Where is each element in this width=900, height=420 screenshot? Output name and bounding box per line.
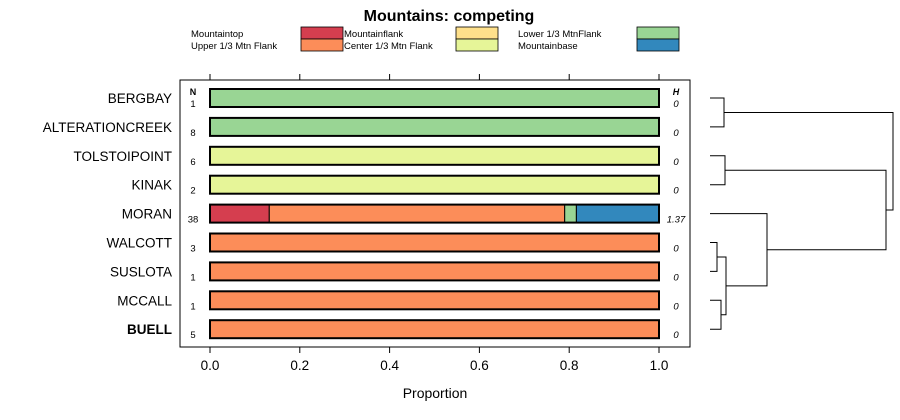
- bar-outline: [209, 290, 660, 311]
- legend-swatch: [300, 38, 344, 52]
- h-value: 0: [673, 330, 679, 341]
- n-value: 8: [190, 128, 195, 139]
- bar-row: MCCALL 1 0: [117, 290, 679, 312]
- category-label: SUSLOTA: [110, 264, 172, 279]
- bar-row: ALTERATIONCREEK 8 0: [43, 116, 679, 139]
- n-header: N: [190, 87, 197, 97]
- bar-segment: [209, 319, 660, 339]
- bar-row: BERGBAY 1 0: [108, 88, 679, 110]
- dendrogram-branch: [724, 111, 894, 211]
- bar-row: KINAK 2 0: [131, 174, 679, 197]
- n-value: 5: [190, 330, 195, 341]
- bar-outline: [209, 319, 660, 340]
- dendrogram-branch: [710, 213, 768, 287]
- h-value: 0: [673, 272, 679, 283]
- h-header: H: [673, 87, 680, 97]
- x-tick-label: 0.6: [470, 358, 489, 373]
- legend-label: Mountainbase: [518, 41, 578, 52]
- category-label: MORAN: [122, 207, 172, 222]
- category-label: KINAK: [131, 178, 172, 193]
- n-value: 1: [190, 301, 195, 312]
- h-value: 0: [673, 186, 679, 197]
- dendrogram: [710, 97, 894, 330]
- bar-segment: [209, 233, 660, 252]
- dendrogram-branch: [710, 155, 726, 186]
- bar-row: SUSLOTA 1 0: [110, 261, 679, 283]
- legend-label: Mountaintop: [191, 29, 243, 40]
- bar-outline: [209, 88, 660, 108]
- n-value: 38: [188, 215, 199, 226]
- category-label: TOLSTOIPOINT: [73, 149, 172, 164]
- legend-swatch: [455, 26, 499, 40]
- legend-label: Upper 1/3 Mtn Flank: [191, 41, 277, 52]
- chart-title: Mountains: competing: [364, 8, 535, 25]
- category-label: ALTERATIONCREEK: [43, 120, 172, 135]
- x-tick-label: 0.2: [290, 358, 309, 373]
- h-value: 0: [673, 244, 679, 255]
- h-value: 0: [673, 301, 679, 312]
- h-value: 0: [673, 99, 679, 110]
- bar-segment: [209, 146, 660, 166]
- bar-outline: [209, 116, 660, 137]
- bar-outline: [209, 145, 660, 166]
- x-tick-label: 1.0: [650, 358, 669, 373]
- dendrogram-branch: [710, 97, 725, 128]
- legend-swatch: [636, 38, 680, 52]
- n-value: 1: [190, 99, 195, 110]
- x-axis-label: Proportion: [403, 385, 468, 401]
- bar-segment: [209, 117, 660, 137]
- bar-outline: [209, 232, 660, 253]
- legend-label: Lower 1/3 MtnFlank: [518, 29, 602, 40]
- h-value: 1.37: [667, 215, 686, 226]
- bar-outline: [209, 174, 660, 195]
- category-label: BERGBAY: [108, 91, 172, 106]
- bar-segment: [209, 88, 660, 108]
- dendrogram-branch: [710, 299, 722, 330]
- bar-outline: [209, 203, 660, 224]
- bar-segment: [209, 175, 660, 195]
- x-tick-label: 0.0: [201, 358, 220, 373]
- h-value: 0: [673, 128, 679, 139]
- bar-segment: [209, 204, 270, 224]
- bar-segment: [575, 204, 660, 224]
- plot-frame: [179, 79, 691, 348]
- bar-segment: [268, 204, 566, 224]
- bar-outline: [209, 261, 660, 282]
- n-value: 6: [190, 157, 195, 168]
- x-tick-label: 0.8: [560, 358, 579, 373]
- x-axis: 0.0 0.2 0.4 0.6 0.8 1.0: [201, 74, 669, 373]
- x-tick-label: 0.4: [380, 358, 399, 373]
- category-label: MCCALL: [117, 293, 172, 308]
- dendrogram-branch: [710, 242, 718, 272]
- h-value: 0: [673, 157, 679, 168]
- dendrogram-branch: [725, 169, 887, 251]
- bar-segment: [209, 290, 660, 310]
- n-value: 2: [190, 186, 195, 197]
- n-value: 3: [190, 244, 195, 255]
- legend-label: Center 1/3 Mtn Flank: [344, 41, 433, 52]
- bar-row: WALCOTT 3 0: [107, 232, 679, 255]
- legend-swatch: [300, 26, 344, 40]
- bar-segment: [564, 204, 577, 224]
- category-label: BUELL: [127, 322, 172, 337]
- legend-label: Mountainflank: [344, 29, 403, 40]
- bar-row: TOLSTOIPOINT 6 0: [73, 145, 679, 168]
- bar-segment: [209, 261, 660, 281]
- legend-swatch: [455, 38, 499, 52]
- category-label: WALCOTT: [107, 236, 173, 251]
- bar-row: MORAN 38 1.37: [122, 203, 686, 226]
- bar-row: BUELL 5 0: [127, 319, 679, 341]
- legend-swatch: [636, 26, 680, 40]
- n-value: 1: [190, 272, 195, 283]
